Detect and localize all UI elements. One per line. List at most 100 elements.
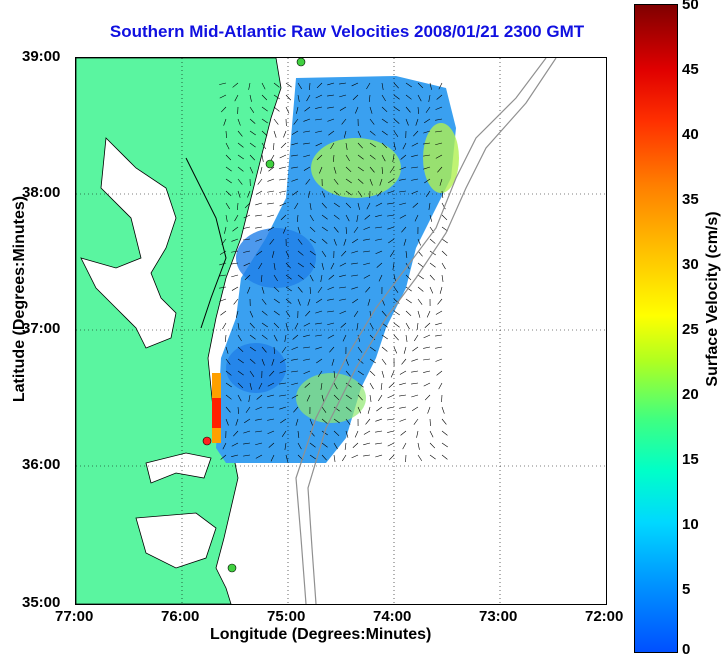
velocity-arrow [232, 82, 239, 88]
colorbar-tick: 0 [682, 641, 691, 658]
velocity-arrow [309, 442, 316, 448]
velocity-arrow [243, 250, 251, 253]
velocity-arrow [387, 442, 395, 447]
velocity-arrow [411, 166, 419, 169]
velocity-arrow [429, 430, 434, 438]
velocity-arrow [441, 190, 444, 198]
velocity-arrow [327, 310, 335, 313]
velocity-arrow [393, 106, 400, 112]
velocity-arrow [219, 262, 227, 266]
velocity-arrow [438, 382, 443, 390]
velocity-arrow [345, 154, 350, 162]
velocity-arrow [280, 214, 287, 221]
velocity-arrow [321, 226, 328, 232]
velocity-arrow [291, 346, 299, 350]
velocity-arrow [279, 382, 287, 385]
velocity-arrow [366, 82, 371, 90]
velocity-arrow [249, 118, 256, 124]
velocity-arrow [357, 130, 362, 138]
velocity-arrow [441, 214, 448, 221]
velocity-arrow [437, 298, 443, 305]
velocity-arrow [237, 382, 244, 389]
velocity-arrow [233, 298, 239, 305]
velocity-arrow [345, 430, 349, 438]
velocity-arrow [297, 286, 303, 293]
x-tick: 72:00 [585, 608, 624, 625]
velocity-arrow [436, 94, 443, 100]
velocity-arrow [351, 274, 359, 277]
velocity-arrow [315, 130, 323, 133]
velocity-arrow [388, 178, 395, 184]
velocity-arrow [341, 250, 347, 257]
velocity-arrow [224, 226, 227, 234]
velocity-arrow [249, 382, 252, 390]
velocity-arrow [333, 178, 339, 185]
velocity-arrow [261, 142, 266, 150]
velocity-arrow [225, 382, 232, 388]
velocity-arrow [405, 94, 412, 100]
velocity-arrow [435, 106, 443, 110]
velocity-arrow [237, 358, 244, 364]
velocity-arrow [248, 394, 251, 402]
velocity-arrow [267, 226, 275, 231]
velocity-arrow [316, 358, 323, 364]
colorbar-tick: 20 [682, 386, 699, 403]
velocity-arrow [315, 94, 323, 99]
velocity-arrow [416, 430, 419, 438]
velocity-arrow [435, 118, 443, 121]
velocity-arrow [429, 238, 436, 244]
velocity-arrow [243, 214, 251, 219]
velocity-arrow [357, 346, 363, 353]
velocity-arrow [221, 238, 227, 245]
velocity-arrow [316, 298, 323, 304]
velocity-arrow [381, 334, 388, 340]
velocity-arrow [441, 454, 448, 460]
velocity-arrow [270, 454, 275, 462]
velocity-arrow [405, 286, 412, 292]
velocity-arrow [306, 394, 311, 402]
velocity-arrow [303, 154, 311, 158]
velocity-arrow [285, 250, 290, 258]
velocity-arrow [333, 382, 338, 390]
velocity-arrow [424, 118, 431, 124]
velocity-arrow [413, 130, 419, 137]
velocity-arrow [399, 166, 407, 170]
velocity-arrow [411, 178, 419, 181]
velocity-arrow [219, 94, 227, 99]
velocity-arrow [305, 178, 311, 185]
velocity-arrow [285, 322, 288, 330]
velocity-arrow [268, 442, 275, 448]
y-tick: 35:00 [22, 594, 61, 611]
velocity-arrow [441, 274, 444, 282]
velocity-arrow [307, 298, 311, 306]
velocity-arrow [411, 358, 419, 362]
velocity-arrow [381, 82, 384, 90]
velocity-arrow [291, 358, 299, 361]
velocity-arrow [405, 322, 410, 330]
velocity-arrow [231, 454, 239, 457]
velocity-arrow [237, 346, 244, 353]
colorbar-tick: 40 [682, 126, 699, 143]
velocity-arrow [378, 394, 383, 402]
velocity-arrow [363, 238, 371, 241]
velocity-arrow [381, 166, 384, 174]
velocity-arrow [411, 142, 419, 147]
velocity-arrow [285, 310, 291, 317]
velocity-arrow [235, 418, 239, 426]
velocity-arrow [353, 310, 359, 318]
velocity-arrow [375, 238, 383, 241]
velocity-arrow [393, 322, 400, 328]
velocity-arrow [333, 214, 340, 220]
velocity-arrow [261, 358, 265, 366]
velocity-arrow [267, 214, 275, 218]
velocity-arrow [281, 346, 287, 353]
velocity-arrow [345, 358, 349, 366]
velocity-arrow [309, 418, 313, 426]
albemarle-sound [145, 452, 212, 484]
velocity-arrow [345, 370, 351, 377]
velocity-arrow [327, 82, 335, 86]
velocity-arrow [339, 274, 347, 277]
velocity-arrow [237, 154, 244, 160]
velocity-arrow [267, 202, 275, 205]
velocity-arrow [237, 202, 239, 210]
